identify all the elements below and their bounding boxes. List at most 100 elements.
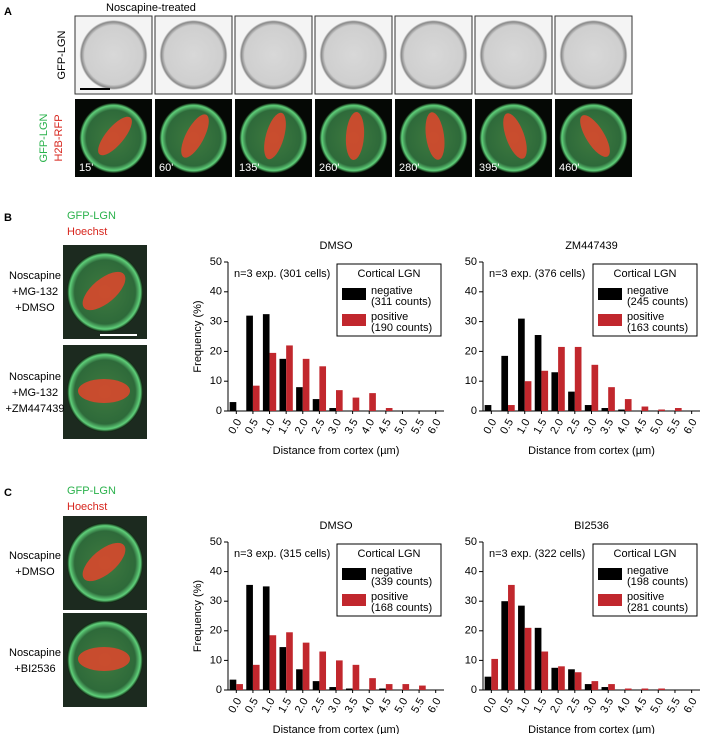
bar (369, 393, 376, 411)
legend-swatch (598, 314, 622, 326)
x-tick-label: 3.5 (343, 417, 361, 436)
bar (286, 345, 293, 411)
bar (379, 688, 386, 690)
chromatin (78, 379, 130, 403)
x-tick-label: 5.0 (648, 696, 666, 715)
x-tick-label: 3.5 (598, 696, 616, 715)
y-tick-label: 30 (210, 595, 222, 607)
y-tick-label: 50 (465, 536, 477, 548)
annotation: n=3 exp. (315 cells) (234, 548, 330, 560)
legend-label: positive (627, 591, 664, 603)
bar (568, 391, 575, 411)
x-tick-label: 1.5 (531, 417, 549, 436)
legend-count: (339 counts) (371, 576, 432, 588)
y-tick-label: 0 (471, 405, 477, 417)
bar (591, 681, 599, 690)
bar (296, 669, 303, 690)
x-tick-label: 6.0 (426, 696, 444, 715)
x-tick-label: 1.5 (531, 696, 549, 715)
y-tick-label: 0 (216, 405, 222, 417)
stain-label: Hoechst (67, 226, 107, 238)
bar (329, 687, 336, 690)
bar (584, 684, 592, 690)
bar (385, 408, 393, 411)
x-tick-label: 5.5 (409, 696, 427, 715)
condition-label: +DMSO (15, 566, 55, 578)
x-axis-label: Distance from cortex (µm) (273, 724, 400, 734)
bar (558, 346, 565, 411)
legend-count: (245 counts) (627, 296, 688, 308)
x-tick-label: 0.0 (226, 696, 244, 715)
y-axis-label: Frequency (%) (192, 300, 204, 372)
x-tick-label: 6.0 (426, 417, 444, 436)
chart-title: DMSO (320, 240, 353, 252)
x-tick-label: 4.5 (632, 696, 650, 715)
x-tick-label: 1.0 (515, 696, 533, 715)
legend-label: positive (371, 311, 408, 323)
bar (345, 688, 353, 690)
x-tick-label: 0.5 (498, 417, 516, 436)
x-tick-label: 2.5 (565, 696, 583, 715)
x-tick-label: 0.5 (243, 417, 261, 436)
condition-label: Noscapine (9, 647, 61, 659)
bar (568, 669, 575, 690)
x-tick-label: 0.5 (243, 696, 261, 715)
x-tick-label: 2.0 (548, 696, 566, 715)
y-tick-label: 10 (465, 654, 477, 666)
bar (674, 408, 682, 411)
bar (658, 409, 665, 411)
x-tick-label: 1.0 (515, 417, 533, 436)
y-tick-label: 40 (465, 286, 477, 298)
x-tick-label: 5.5 (665, 417, 683, 436)
y-tick-label: 10 (465, 375, 477, 387)
bar (229, 402, 237, 411)
bar (262, 314, 270, 411)
y-tick-label: 20 (465, 345, 477, 357)
bar (541, 651, 549, 690)
x-tick-label: 2.5 (309, 417, 327, 436)
x-tick-label: 4.0 (359, 417, 377, 436)
x-tick-label: 0.5 (498, 696, 516, 715)
x-tick-label: 0.0 (481, 417, 499, 436)
row-label: GFP-LGN (38, 114, 50, 163)
legend-swatch (342, 594, 366, 606)
row-label: H2B-RFP (53, 114, 65, 161)
bar (508, 584, 515, 690)
x-tick-label: 6.0 (682, 417, 700, 436)
stain-label: Hoechst (67, 501, 107, 513)
row-label: GFP-LGN (56, 31, 68, 80)
legend-label: positive (627, 311, 664, 323)
legend-count: (198 counts) (627, 576, 688, 588)
stain-label: GFP-LGN (67, 485, 116, 497)
legend-swatch (598, 568, 622, 580)
bar (641, 688, 649, 690)
bar (352, 397, 360, 411)
bar (601, 687, 609, 690)
bar (312, 681, 320, 690)
x-tick-label: 2.5 (309, 696, 327, 715)
chromatin (82, 271, 126, 311)
annotation: n=3 exp. (322 cells) (489, 548, 585, 560)
y-tick-label: 40 (210, 286, 222, 298)
cell (479, 20, 548, 90)
x-tick-label: 0.0 (226, 417, 244, 436)
bar (608, 387, 615, 411)
panel-letter: A (4, 6, 12, 18)
bar (336, 660, 343, 690)
x-tick-label: 3.0 (326, 417, 344, 436)
legend-swatch (598, 288, 622, 300)
x-tick-label: 1.0 (260, 696, 278, 715)
legend-label: negative (371, 565, 413, 577)
y-tick-label: 30 (210, 316, 222, 328)
bar (591, 364, 599, 411)
bar (518, 605, 525, 690)
x-tick-label: 6.0 (682, 696, 700, 715)
x-tick-label: 3.5 (343, 696, 361, 715)
annotation: n=3 exp. (301 cells) (234, 268, 330, 280)
legend-count: (311 counts) (371, 296, 431, 308)
bar (518, 318, 525, 411)
time-label: 60' (159, 162, 173, 174)
chromatin (503, 113, 527, 159)
x-tick-label: 4.5 (376, 417, 394, 436)
bar (501, 355, 509, 411)
